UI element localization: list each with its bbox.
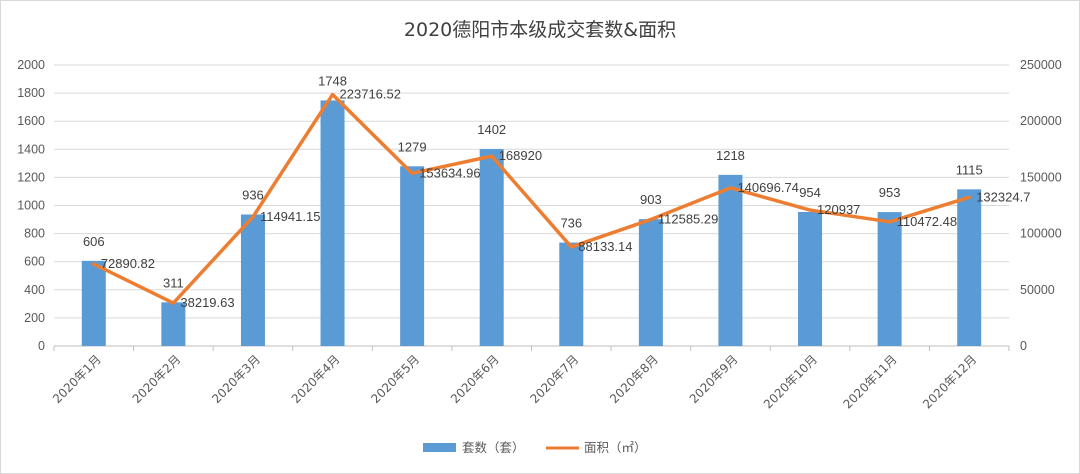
x-tick-label: 2020年1月 (50, 352, 104, 406)
bar-value-label: 936 (242, 187, 264, 202)
bar-series (81, 100, 982, 346)
line-value-label: 88133.14 (578, 239, 632, 254)
line-point (888, 220, 892, 224)
bar-value-label: 736 (560, 216, 582, 231)
bar-value-label: 1218 (716, 148, 745, 163)
gridlines (54, 64, 1009, 347)
bar-value-label: 953 (879, 185, 901, 200)
line-point (410, 171, 414, 175)
line-point (171, 301, 175, 305)
x-tick-label: 2020年3月 (209, 352, 263, 406)
bar (479, 149, 504, 346)
line-value-label: 168920 (499, 148, 542, 163)
line-point (92, 262, 96, 266)
left-y-tick-label: 1600 (17, 114, 45, 128)
bar-value-label: 1115 (956, 162, 983, 177)
right-y-tick-label: 50000 (1020, 283, 1055, 297)
x-tick-label: 2020年2月 (130, 352, 184, 406)
line-point (490, 154, 494, 158)
line-value-label: 132324.7 (976, 189, 1030, 204)
left-y-tick-label: 2000 (17, 58, 45, 72)
legend-bar-swatch (423, 443, 456, 452)
left-y-tick-label: 600 (24, 255, 45, 269)
x-tick-label: 2020年10月 (761, 352, 820, 411)
bar (638, 219, 663, 346)
line-value-label: 72890.82 (101, 256, 155, 271)
x-tick-label: 2020年6月 (448, 352, 502, 406)
line-value-label: 110472.48 (897, 214, 958, 229)
line-value-label: 120937 (817, 202, 860, 217)
line-point (331, 93, 335, 97)
right-y-axis: 0 50000 100000 150000 200000 250000 (1020, 58, 1062, 353)
x-tick-label: 2020年12月 (920, 352, 979, 411)
line-value-label: 153634.96 (419, 165, 480, 180)
legend-bar-label: 套数（套） (462, 440, 525, 455)
left-y-tick-label: 1800 (17, 86, 45, 100)
bar-value-label: 1402 (477, 122, 506, 137)
line-point (808, 208, 812, 212)
line-series (92, 92, 971, 305)
left-y-axis: 0 200 400 600 800 1000 1200 1400 1600 1800 2000 (17, 58, 45, 353)
line-path (92, 92, 971, 305)
right-y-tick-label: 200000 (1020, 114, 1062, 128)
line-value-label: 223716.52 (340, 87, 401, 102)
bar-value-label: 606 (83, 234, 105, 249)
bar (240, 214, 265, 346)
line-point (251, 215, 255, 219)
line-point (728, 186, 732, 190)
x-tick-label: 2020年8月 (607, 352, 661, 406)
bar (877, 212, 902, 346)
bar-value-label: 311 (163, 275, 184, 290)
bar-value-label: 1748 (318, 73, 347, 88)
x-tick-label: 2020年4月 (289, 352, 343, 406)
x-tick-label: 2020年11月 (840, 352, 899, 411)
line-point (967, 195, 971, 199)
x-tick-label: 2020年5月 (368, 352, 422, 406)
bar (718, 174, 743, 346)
left-y-tick-label: 800 (24, 227, 45, 241)
x-tick-label: 2020年7月 (528, 352, 582, 406)
line-value-label: 38219.63 (180, 295, 234, 310)
bar (957, 189, 982, 346)
right-y-tick-label: 0 (1020, 339, 1027, 353)
bar (161, 302, 186, 346)
right-y-tick-label: 150000 (1020, 170, 1062, 184)
data-labels: 606 311 936 1748 1279 1402 736 903 1218 954 953 111… (83, 73, 1031, 310)
bar (320, 100, 345, 346)
bar-value-label: 1279 (398, 139, 427, 154)
left-y-tick-label: 1000 (17, 199, 45, 213)
bar (559, 242, 584, 346)
left-y-tick-label: 200 (24, 311, 45, 325)
legend: 套数（套） 面积（㎡） (423, 440, 647, 455)
bar-value-label: 903 (640, 192, 662, 207)
left-y-tick-label: 1200 (17, 170, 45, 184)
chart-title: 2020德阳市本级成交套数&面积 (404, 19, 676, 41)
bar (400, 166, 425, 346)
bar (81, 260, 106, 346)
line-point (569, 245, 573, 249)
bar-value-label: 954 (799, 185, 821, 200)
right-y-tick-label: 250000 (1020, 58, 1062, 72)
legend-line-label: 面积（㎡） (584, 440, 647, 455)
left-y-tick-label: 400 (24, 283, 45, 297)
line-value-label: 112585.29 (658, 211, 719, 226)
right-y-tick-label: 100000 (1020, 227, 1062, 241)
left-y-tick-label: 1400 (17, 142, 45, 156)
line-value-label: 140696.74 (737, 180, 798, 195)
x-axis: 2020年1月 2020年2月 2020年3月 2020年4月 2020年5月 2020年… (50, 346, 1010, 411)
line-value-label: 114941.15 (260, 209, 321, 224)
x-tick-label: 2020年9月 (687, 352, 741, 406)
bar (798, 211, 823, 346)
line-point (649, 217, 653, 221)
left-y-tick-label: 0 (38, 339, 45, 353)
